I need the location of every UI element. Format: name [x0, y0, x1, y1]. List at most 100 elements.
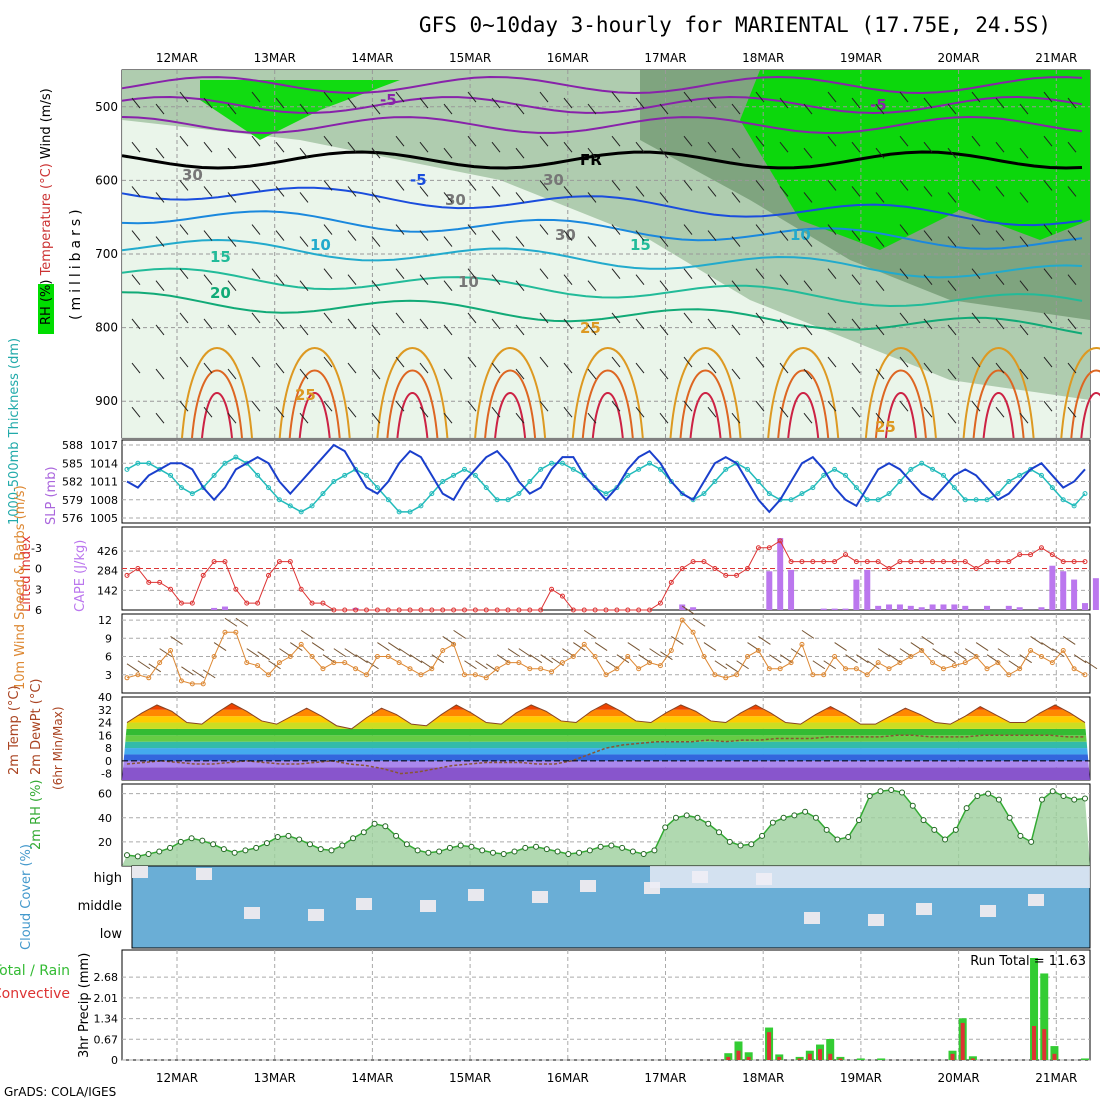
wind-barb: [851, 362, 861, 374]
wind-barb: [971, 135, 981, 147]
rh-area: [122, 790, 1090, 866]
wind-barb: [1067, 230, 1077, 241]
precip-convective-bar: [726, 1056, 731, 1060]
legend-entry: RH (%): [39, 275, 54, 325]
rh-point: [188, 835, 195, 842]
date-label-bottom: 21MAR: [1035, 1071, 1077, 1085]
rh-point: [533, 843, 540, 850]
cape-bar: [221, 606, 228, 610]
wind-speed-point: [734, 672, 740, 678]
wind-speed-point: [1006, 672, 1012, 678]
cloud-gap: [196, 868, 212, 880]
lifted-index-point: [549, 586, 555, 592]
cape-bar: [1038, 607, 1045, 610]
lifted-index-point: [1049, 552, 1055, 558]
wind-speed-point: [755, 647, 761, 653]
wind-barb: [131, 406, 141, 418]
wind-barb: [834, 642, 847, 651]
wind-barb: [1019, 236, 1029, 247]
wind-barb: [755, 180, 765, 191]
wind-barb: [515, 236, 525, 247]
wind-barb: [683, 268, 693, 280]
wind-barb: [755, 268, 765, 280]
wind-speed-point: [1060, 647, 1066, 653]
wind-barb: [758, 636, 771, 645]
wind-speed-point: [178, 678, 184, 684]
wind-barb: [731, 324, 741, 336]
date-label-top: 19MAR: [840, 51, 882, 65]
wind-barb: [803, 412, 813, 424]
temp-tick-label: -8: [101, 768, 112, 781]
wind-barb: [155, 147, 165, 159]
wind-barb: [731, 103, 741, 115]
cloud-gap: [468, 889, 484, 901]
rh-point: [748, 841, 755, 848]
wind-barb: [371, 147, 381, 159]
lifted-index-point: [331, 607, 337, 613]
rh-point: [888, 787, 895, 794]
lifted-index-point: [233, 586, 239, 592]
precip-tick-label: 1.34: [94, 1013, 119, 1026]
cape-bar: [918, 607, 925, 610]
wind-barb: [203, 230, 213, 241]
lifted-index-point: [940, 559, 946, 565]
rh-point: [457, 842, 464, 849]
wind-barb: [1067, 141, 1077, 153]
wind-barb: [875, 412, 885, 424]
wind-barb: [179, 356, 189, 368]
thickness-point: [1082, 491, 1088, 497]
wind-speed-point: [832, 654, 838, 660]
wind-barb: [731, 280, 741, 292]
rh-point: [1017, 832, 1024, 839]
lifted-index-point: [679, 566, 685, 571]
date-label-top: 16MAR: [547, 51, 589, 65]
lifted-index-tick-label: -3: [31, 542, 42, 555]
wind-barb: [923, 406, 933, 418]
wind-barb: [707, 230, 717, 241]
cape-bar: [679, 604, 686, 610]
wind-barb: [347, 362, 357, 374]
wind-barb: [875, 236, 885, 247]
wind-speed-point: [919, 647, 925, 653]
lifted-index-point: [962, 559, 968, 565]
wind-barb: [731, 368, 741, 380]
wind-barb: [540, 654, 553, 664]
wind-speed-point: [777, 666, 783, 672]
rh-point: [877, 788, 884, 795]
wind-barb: [659, 236, 669, 247]
wind-speed-point: [1038, 654, 1044, 660]
warm-contour-loop: [591, 392, 624, 439]
lifted-index-point: [146, 579, 152, 585]
wind-barb: [419, 230, 429, 241]
wind-barb: [947, 147, 957, 159]
temp-color-band: [122, 760, 1090, 768]
wind-barb: [899, 180, 909, 191]
wind-barb: [179, 224, 189, 235]
lifted-index-point: [614, 607, 620, 613]
cloud-legend: Cloud Cover (%): [19, 844, 34, 950]
wind-speed-point: [222, 629, 228, 635]
wind-barb: [563, 230, 573, 241]
wind-barb: [323, 224, 333, 235]
pressure-axis-label: (millibars): [68, 205, 84, 320]
wind-barb: [731, 192, 741, 203]
thickness-point: [755, 479, 761, 484]
temp-tick-label: 0: [105, 755, 112, 768]
thickness-point: [472, 472, 478, 478]
wind-barb: [398, 648, 412, 658]
contour-label: 30: [543, 171, 564, 189]
lifted-index-point: [124, 572, 130, 578]
rh-point: [694, 814, 701, 821]
precip-convective-bar: [746, 1056, 751, 1060]
lifted-index-point: [200, 572, 206, 578]
wind-barb: [611, 180, 621, 191]
lifted-index-point: [864, 559, 870, 565]
rh-point: [274, 834, 281, 841]
rh-point: [963, 805, 970, 812]
cape-bar: [940, 604, 947, 610]
wind-barb: [563, 141, 573, 153]
wind-barb: [300, 629, 314, 639]
thickness-point: [897, 479, 903, 484]
wind-barb: [660, 651, 673, 661]
thickness-point: [309, 503, 315, 509]
